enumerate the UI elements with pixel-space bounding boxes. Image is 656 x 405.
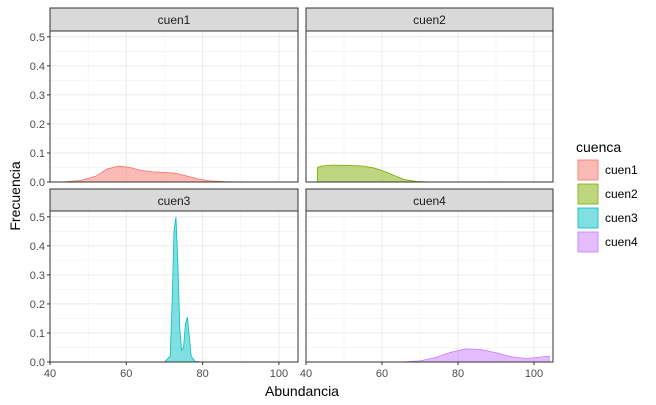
legend-label-cuen2: cuen2 xyxy=(605,187,638,201)
y-tick-label: 0.3 xyxy=(30,270,45,282)
y-tick-label: 0.3 xyxy=(30,90,45,102)
y-tick-label: 0.4 xyxy=(30,61,45,73)
y-tick-label: 0.0 xyxy=(30,357,45,369)
panel-background xyxy=(306,31,553,182)
x-tick-label: 100 xyxy=(525,368,543,380)
facet-panel-cuen1: cuen1 0.0 0.1 0.2 0.3 0.4 0.5 xyxy=(30,7,299,189)
panel-border xyxy=(305,30,554,183)
legend-key-cuen2 xyxy=(577,183,599,205)
y-axis-title: Frecuencia xyxy=(7,161,23,230)
panel-background xyxy=(50,31,298,182)
facet-panel-cuen4: cuen4 40 60 80 100 xyxy=(300,188,554,380)
strip-label-cuen4: cuen4 xyxy=(413,194,446,208)
x-tick-label: 100 xyxy=(270,368,288,380)
facet-panels: cuen1 0.0 0.1 0.2 0.3 0.4 0.5 cuen2 cuen3 0.0 0.1 0… xyxy=(30,7,554,380)
strip-label-cuen2: cuen2 xyxy=(413,13,446,27)
legend-key-cuen1 xyxy=(577,159,599,181)
x-tick-label: 80 xyxy=(452,368,464,380)
y-tick-label: 0.1 xyxy=(30,148,45,160)
x-tick-label: 40 xyxy=(44,368,56,380)
strip-label-cuen3: cuen3 xyxy=(158,194,191,208)
x-tick-label: 60 xyxy=(120,368,132,380)
y-tick-label: 0.4 xyxy=(30,241,45,253)
x-tick-label: 60 xyxy=(376,368,388,380)
legend: cuenca cuen1 cuen2 cuen3 cuen4 xyxy=(576,139,638,253)
x-axis-title: Abundancia xyxy=(265,383,339,399)
density-area-cuen4 xyxy=(317,348,550,363)
y-tick-label: 0.1 xyxy=(30,328,45,340)
legend-key-cuen4 xyxy=(577,231,599,253)
facet-panel-cuen2: cuen2 xyxy=(305,7,554,183)
x-tick-label: 40 xyxy=(300,368,312,380)
facet-panel-cuen3: cuen3 0.0 0.1 0.2 0.3 0.4 0.5 40 60 80 100 xyxy=(30,188,299,380)
y-tick-label: 0.0 xyxy=(30,177,45,189)
y-tick-label: 0.5 xyxy=(30,212,45,224)
panel-border xyxy=(305,210,554,363)
legend-title: cuenca xyxy=(576,139,621,155)
panel-background xyxy=(306,211,553,362)
panel-border xyxy=(49,210,299,363)
strip-label-cuen1: cuen1 xyxy=(158,13,191,27)
x-tick-label: 80 xyxy=(196,368,208,380)
legend-label-cuen1: cuen1 xyxy=(605,163,638,177)
legend-label-cuen4: cuen4 xyxy=(605,235,638,249)
y-tick-label: 0.2 xyxy=(30,119,45,131)
legend-key-cuen3 xyxy=(577,207,599,229)
y-tick-label: 0.5 xyxy=(30,32,45,44)
legend-label-cuen3: cuen3 xyxy=(605,211,638,225)
y-tick-label: 0.2 xyxy=(30,299,45,311)
panel-border xyxy=(49,30,299,183)
